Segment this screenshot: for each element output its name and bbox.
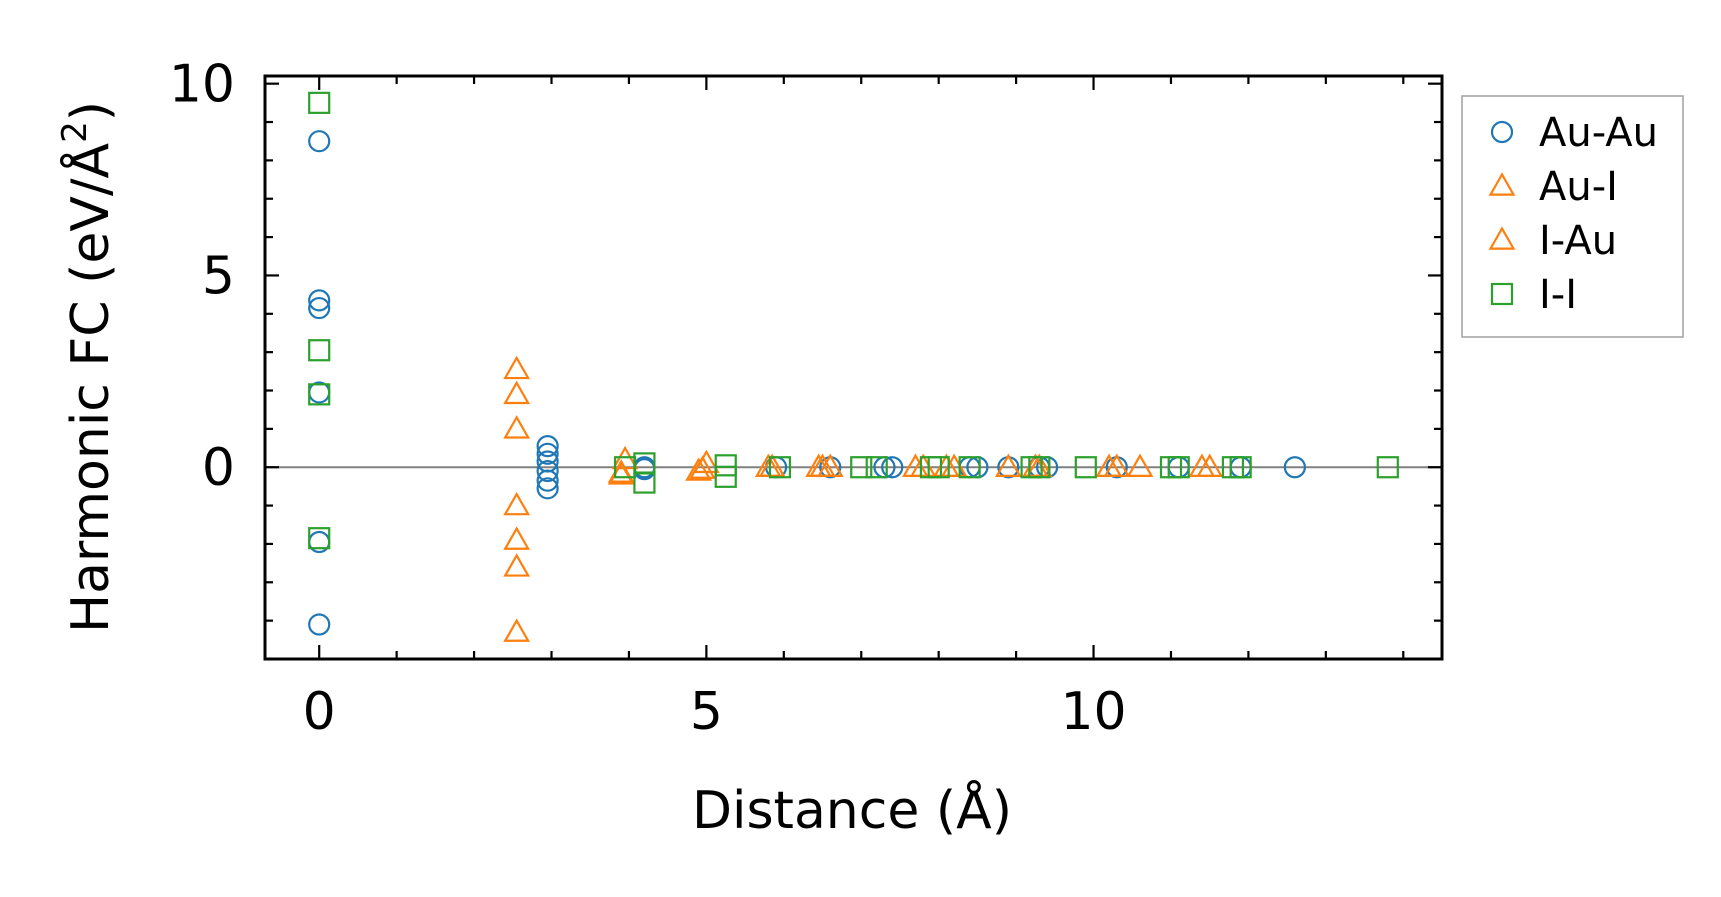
data-point — [1103, 453, 1131, 477]
x-tick-label: 10 — [1060, 682, 1126, 742]
data-point — [994, 453, 1022, 477]
data-point — [503, 491, 531, 516]
data-point — [503, 380, 531, 405]
data-point — [865, 456, 888, 479]
data-point — [927, 456, 950, 479]
data-point — [308, 130, 331, 153]
y-axis-label-close: ) — [61, 101, 121, 121]
data-point — [503, 526, 531, 550]
plot-frame — [263, 74, 1444, 661]
legend-marker — [1488, 172, 1516, 196]
data-point — [536, 459, 559, 483]
data-point — [633, 471, 656, 494]
data-point — [958, 456, 981, 479]
data-point — [503, 553, 531, 577]
y-axis-label-superscript: 2 — [55, 121, 95, 143]
y-tick-label: 0 — [202, 438, 235, 498]
plot-area — [265, 91, 1442, 642]
data-point — [714, 465, 737, 488]
legend-frame — [1461, 95, 1684, 338]
y-tick-label: 5 — [202, 246, 235, 306]
data-point — [1196, 453, 1224, 477]
data-point — [503, 415, 531, 439]
data-point — [1283, 456, 1306, 479]
data-point — [308, 91, 331, 114]
data-point — [536, 442, 559, 465]
data-point — [536, 477, 559, 500]
data-point — [758, 453, 786, 477]
data-point — [308, 383, 331, 406]
y-tick-label: 10 — [169, 55, 235, 115]
data-point — [536, 435, 559, 458]
series-au-i — [503, 355, 1216, 642]
data-point — [1376, 456, 1399, 479]
legend-label: Au-Au — [1539, 110, 1658, 156]
data-point — [308, 613, 331, 636]
legend-marker — [1490, 282, 1514, 306]
data-point — [850, 456, 873, 479]
data-point — [805, 453, 833, 477]
legend-label: I-Au — [1539, 218, 1617, 264]
data-point — [308, 296, 331, 320]
data-point — [1167, 456, 1190, 479]
axes: 0 5 10 0 5 10 — [169, 55, 1444, 742]
data-point — [689, 455, 716, 479]
data-point — [881, 456, 904, 479]
data-point — [1126, 453, 1154, 477]
data-point — [1028, 456, 1051, 479]
x-axis-label: Distance (Å) — [692, 779, 1012, 841]
legend-entry: Au-Au — [1490, 110, 1658, 156]
data-point — [308, 339, 331, 362]
x-tick-label: 0 — [303, 682, 336, 742]
legend-entry: I-I — [1490, 272, 1577, 318]
legend-label: Au-I — [1539, 164, 1618, 210]
legend: Au-Au Au-I I-Au I-I — [1461, 95, 1684, 338]
data-point — [503, 355, 531, 380]
legend-marker — [1488, 226, 1516, 250]
data-point — [768, 456, 792, 479]
series-i-i — [308, 91, 1399, 550]
data-point — [685, 457, 713, 481]
data-point — [536, 469, 559, 492]
data-point — [1229, 456, 1252, 479]
legend-entry: I-Au — [1488, 218, 1617, 264]
legend-entry: Au-I — [1488, 164, 1618, 210]
data-point — [308, 289, 331, 312]
data-point — [308, 527, 331, 550]
legend-marker — [1490, 120, 1514, 144]
legend-label: I-I — [1539, 272, 1577, 318]
data-point — [714, 454, 737, 477]
data-point — [1074, 456, 1097, 479]
x-tick-label: 5 — [690, 682, 723, 742]
data-point — [503, 618, 531, 642]
y-axis-label-main: Harmonic FC (eV/Å — [59, 142, 121, 633]
y-axis-label: Harmonic FC (eV/Å2) — [55, 101, 121, 633]
